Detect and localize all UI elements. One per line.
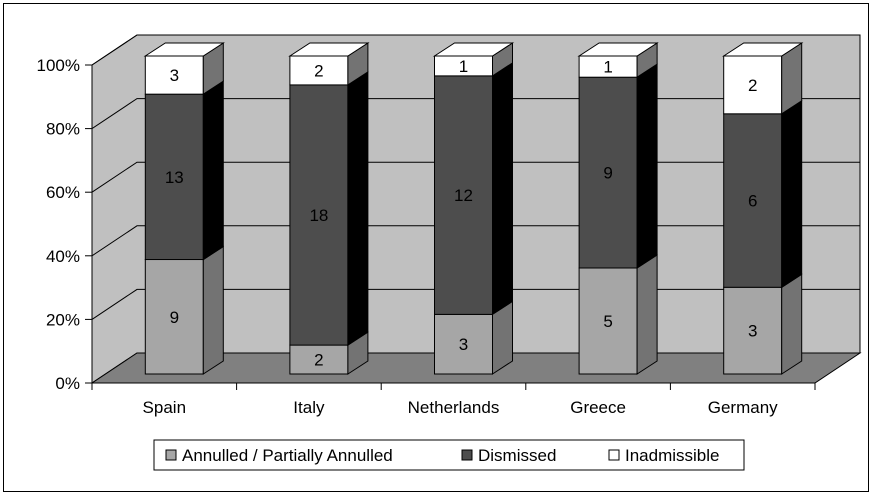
data-label: 9 xyxy=(603,164,612,183)
chart-frame xyxy=(3,3,869,492)
legend-label: Annulled / Partially Annulled xyxy=(182,446,393,465)
legend-swatch xyxy=(165,449,177,461)
data-label: 1 xyxy=(603,58,612,77)
legend-swatch xyxy=(461,449,473,461)
bar-segment-italy-1 xyxy=(289,84,349,346)
data-label: 1 xyxy=(459,57,468,76)
x-tick-label: Netherlands xyxy=(408,398,500,417)
bar-side-face xyxy=(781,273,803,375)
bar-segment-germany-2 xyxy=(723,55,783,115)
bar-side-face xyxy=(202,80,224,261)
bar-top-face xyxy=(432,42,515,57)
bar-side-face xyxy=(202,245,224,375)
y-tick-label: 40% xyxy=(46,247,80,266)
x-tick-label: Greece xyxy=(570,398,626,417)
y-tick-label: 0% xyxy=(55,374,80,393)
bar-side-face xyxy=(636,63,658,269)
x-tick-label: Italy xyxy=(293,398,325,417)
y-tick-label: 20% xyxy=(46,310,80,329)
bar-top-face xyxy=(143,42,225,57)
data-label: 5 xyxy=(603,312,612,331)
data-label: 3 xyxy=(170,66,179,85)
data-label: 2 xyxy=(314,351,323,370)
bar-segment-netherlands-1 xyxy=(434,75,493,315)
x-tick-label: Germany xyxy=(708,398,778,417)
gridline xyxy=(91,34,860,66)
bar-side-face xyxy=(347,70,369,347)
x-tick-label: Spain xyxy=(143,398,186,417)
legend-label: Inadmissible xyxy=(625,446,720,465)
bar-segment-netherlands-0 xyxy=(434,313,493,375)
bar-side-face xyxy=(492,61,513,316)
data-label: 3 xyxy=(459,335,468,354)
legend-swatch xyxy=(608,449,620,461)
data-label: 3 xyxy=(748,322,757,341)
bar-top-face xyxy=(722,42,804,57)
y-tick-label: 80% xyxy=(46,120,80,139)
data-label: 2 xyxy=(314,61,323,80)
legend-label: Dismissed xyxy=(478,446,556,465)
bar-side-face xyxy=(636,254,658,375)
data-label: 18 xyxy=(309,206,328,225)
bar-side-face xyxy=(781,99,803,289)
bar-top-face xyxy=(288,42,370,57)
legend-box xyxy=(153,439,745,471)
data-label: 9 xyxy=(170,308,179,327)
bar-segment-italy-2 xyxy=(289,55,349,86)
data-label: 6 xyxy=(748,192,757,211)
data-label: 13 xyxy=(165,168,184,187)
data-label: 12 xyxy=(454,186,473,205)
y-tick-label: 100% xyxy=(37,56,80,75)
bar-segment-spain-0 xyxy=(144,259,204,375)
bar-segment-germany-1 xyxy=(723,113,783,288)
bar-top-face xyxy=(577,42,659,57)
y-tick-label: 60% xyxy=(46,183,80,202)
bar-segment-germany-0 xyxy=(723,286,783,375)
data-label: 2 xyxy=(748,76,757,95)
